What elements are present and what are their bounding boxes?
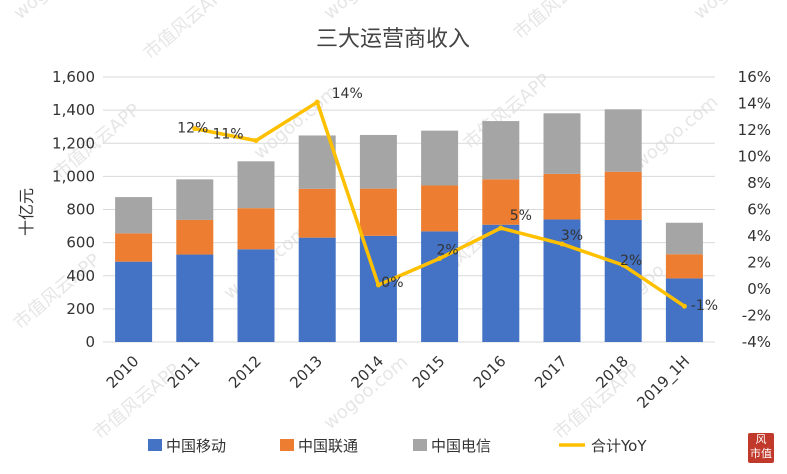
right-tick-label: 12%	[738, 121, 771, 139]
watermark-text: wogoo.com	[320, 0, 412, 24]
watermark-text: wogoo.com	[10, 0, 102, 24]
yoy-line-group: 12% 11% 14% 0% 2% 5% 3% 2% -1%	[177, 86, 718, 314]
bar-segment	[421, 185, 459, 232]
yoy-point	[559, 241, 565, 247]
bar-segment	[604, 171, 642, 220]
left-tick-label: 1,200	[52, 134, 95, 152]
right-tick-label: -2%	[742, 307, 771, 325]
left-tick-label: 400	[66, 267, 95, 285]
bar-segment	[665, 222, 703, 255]
left-tick-label: 1,000	[52, 167, 95, 185]
bar-segment	[176, 219, 214, 255]
yoy-data-label: 0%	[381, 275, 403, 291]
yoy-point	[314, 99, 320, 105]
x-tick-label: 2019_1H	[633, 352, 693, 412]
right-tick-label: 8%	[747, 174, 771, 192]
bar-segment	[359, 134, 397, 189]
left-tick-label: 0	[85, 333, 95, 351]
bar-segment	[482, 121, 520, 180]
right-tick-label: 4%	[747, 227, 771, 245]
y-axis-label: 十亿元	[17, 188, 36, 236]
yoy-data-label: 3%	[561, 228, 583, 244]
bar-segment	[421, 231, 459, 342]
right-tick-label: 2%	[747, 254, 771, 272]
chart-title: 三大运营商收入	[316, 27, 470, 52]
yoy-data-label: -1%	[691, 298, 718, 314]
yoy-data-label: 12%	[177, 121, 208, 137]
bar-segment	[482, 224, 520, 342]
yoy-point	[681, 303, 687, 309]
x-tick-label: 2015	[409, 352, 449, 392]
left-axis: 0 200 400 600 800 1,000 1,200 1,400 1,600	[52, 68, 95, 351]
legend-swatch	[280, 439, 294, 451]
yoy-data-label: 2%	[620, 253, 642, 269]
yoy-point	[437, 256, 443, 262]
bar-segment	[115, 233, 153, 262]
left-tick-label: 200	[66, 300, 95, 318]
right-tick-label: 14%	[738, 95, 771, 113]
bars	[115, 109, 703, 342]
legend-label: 中国移动	[166, 437, 226, 455]
bar-segment	[237, 208, 275, 250]
bar-segment	[237, 249, 275, 342]
bar-segment	[176, 179, 214, 220]
yoy-data-label: 2%	[436, 243, 458, 259]
bar-segment	[115, 261, 153, 342]
legend-label: 中国电信	[431, 437, 491, 455]
x-tick-label: 2013	[286, 352, 326, 392]
watermark-text: wogoo.com	[690, 0, 782, 24]
watermark-text: wogoo.com	[630, 92, 722, 174]
bar-segment	[298, 188, 336, 238]
x-tick-label: 2017	[531, 352, 571, 392]
right-tick-label: 10%	[738, 148, 771, 166]
watermark-text: 市值风云APP	[510, 0, 605, 44]
yoy-data-label: 5%	[510, 208, 532, 224]
brand-stamp: 风 市值	[748, 433, 774, 463]
bar-segment	[543, 113, 581, 174]
stamp-line2: 市值	[750, 447, 772, 460]
right-tick-label: 16%	[738, 68, 771, 86]
bar-segment	[237, 161, 275, 209]
legend-swatch	[413, 439, 427, 451]
left-tick-label: 1,400	[52, 101, 95, 119]
bar-segment	[482, 179, 520, 225]
bar-segment	[115, 197, 153, 234]
watermark-text: 市值风云APP	[10, 250, 105, 334]
right-tick-label: 6%	[747, 201, 771, 219]
yoy-data-label: 14%	[332, 86, 363, 102]
yoy-point	[375, 282, 381, 288]
right-tick-label: -4%	[742, 333, 771, 351]
bar-segment	[176, 254, 214, 342]
x-tick-label: 2016	[470, 352, 510, 392]
left-tick-label: 1,600	[52, 68, 95, 86]
x-tick-label: 2010	[103, 352, 143, 392]
x-tick-label: 2012	[225, 352, 265, 392]
bar-segment	[421, 130, 459, 186]
yoy-point	[620, 262, 626, 268]
legend-swatch	[148, 439, 162, 451]
legend: 中国移动 中国联通 中国电信 合计YoY	[148, 437, 647, 455]
legend-label: 合计YoY	[591, 437, 647, 455]
bar-segment	[665, 254, 703, 279]
right-axis: -4% -2% 0% 2% 4% 6% 8% 10% 12% 14% 16%	[738, 68, 771, 351]
yoy-point	[253, 138, 259, 144]
bar-segment	[604, 109, 642, 172]
right-tick-label: 0%	[747, 280, 771, 298]
yoy-point	[498, 225, 504, 231]
x-tick-label: 2011	[164, 352, 204, 392]
yoy-data-label: 11%	[212, 127, 243, 143]
watermark-text: 市值风云APP	[140, 0, 235, 64]
bar-segment	[298, 237, 336, 342]
bar-segment	[543, 173, 581, 220]
bar-segment	[665, 278, 703, 342]
left-tick-label: 800	[66, 201, 95, 219]
bar-segment	[359, 188, 397, 236]
legend-label: 中国联通	[298, 437, 358, 455]
left-tick-label: 600	[66, 234, 95, 252]
yoy-point	[192, 126, 198, 132]
stamp-line1: 风	[755, 433, 767, 446]
watermark-text: 市值风云APP	[550, 360, 645, 444]
bar-segment	[604, 219, 642, 342]
